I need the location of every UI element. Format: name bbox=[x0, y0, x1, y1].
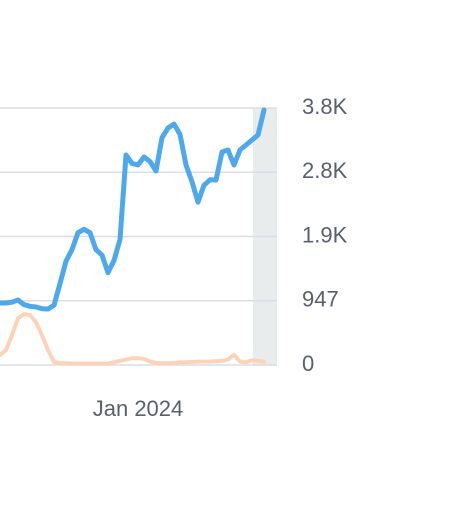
y-tick-label: 947 bbox=[302, 287, 339, 312]
x-tick-label: Jan 2024 bbox=[93, 396, 184, 421]
y-tick-label: 3.8K bbox=[302, 94, 348, 119]
series-line bbox=[0, 107, 267, 312]
y-tick-label: 2.8K bbox=[302, 158, 348, 183]
series-line bbox=[0, 312, 266, 366]
y-tick-label: 0 bbox=[302, 351, 314, 376]
y-tick-label: 1.9K bbox=[302, 222, 348, 247]
